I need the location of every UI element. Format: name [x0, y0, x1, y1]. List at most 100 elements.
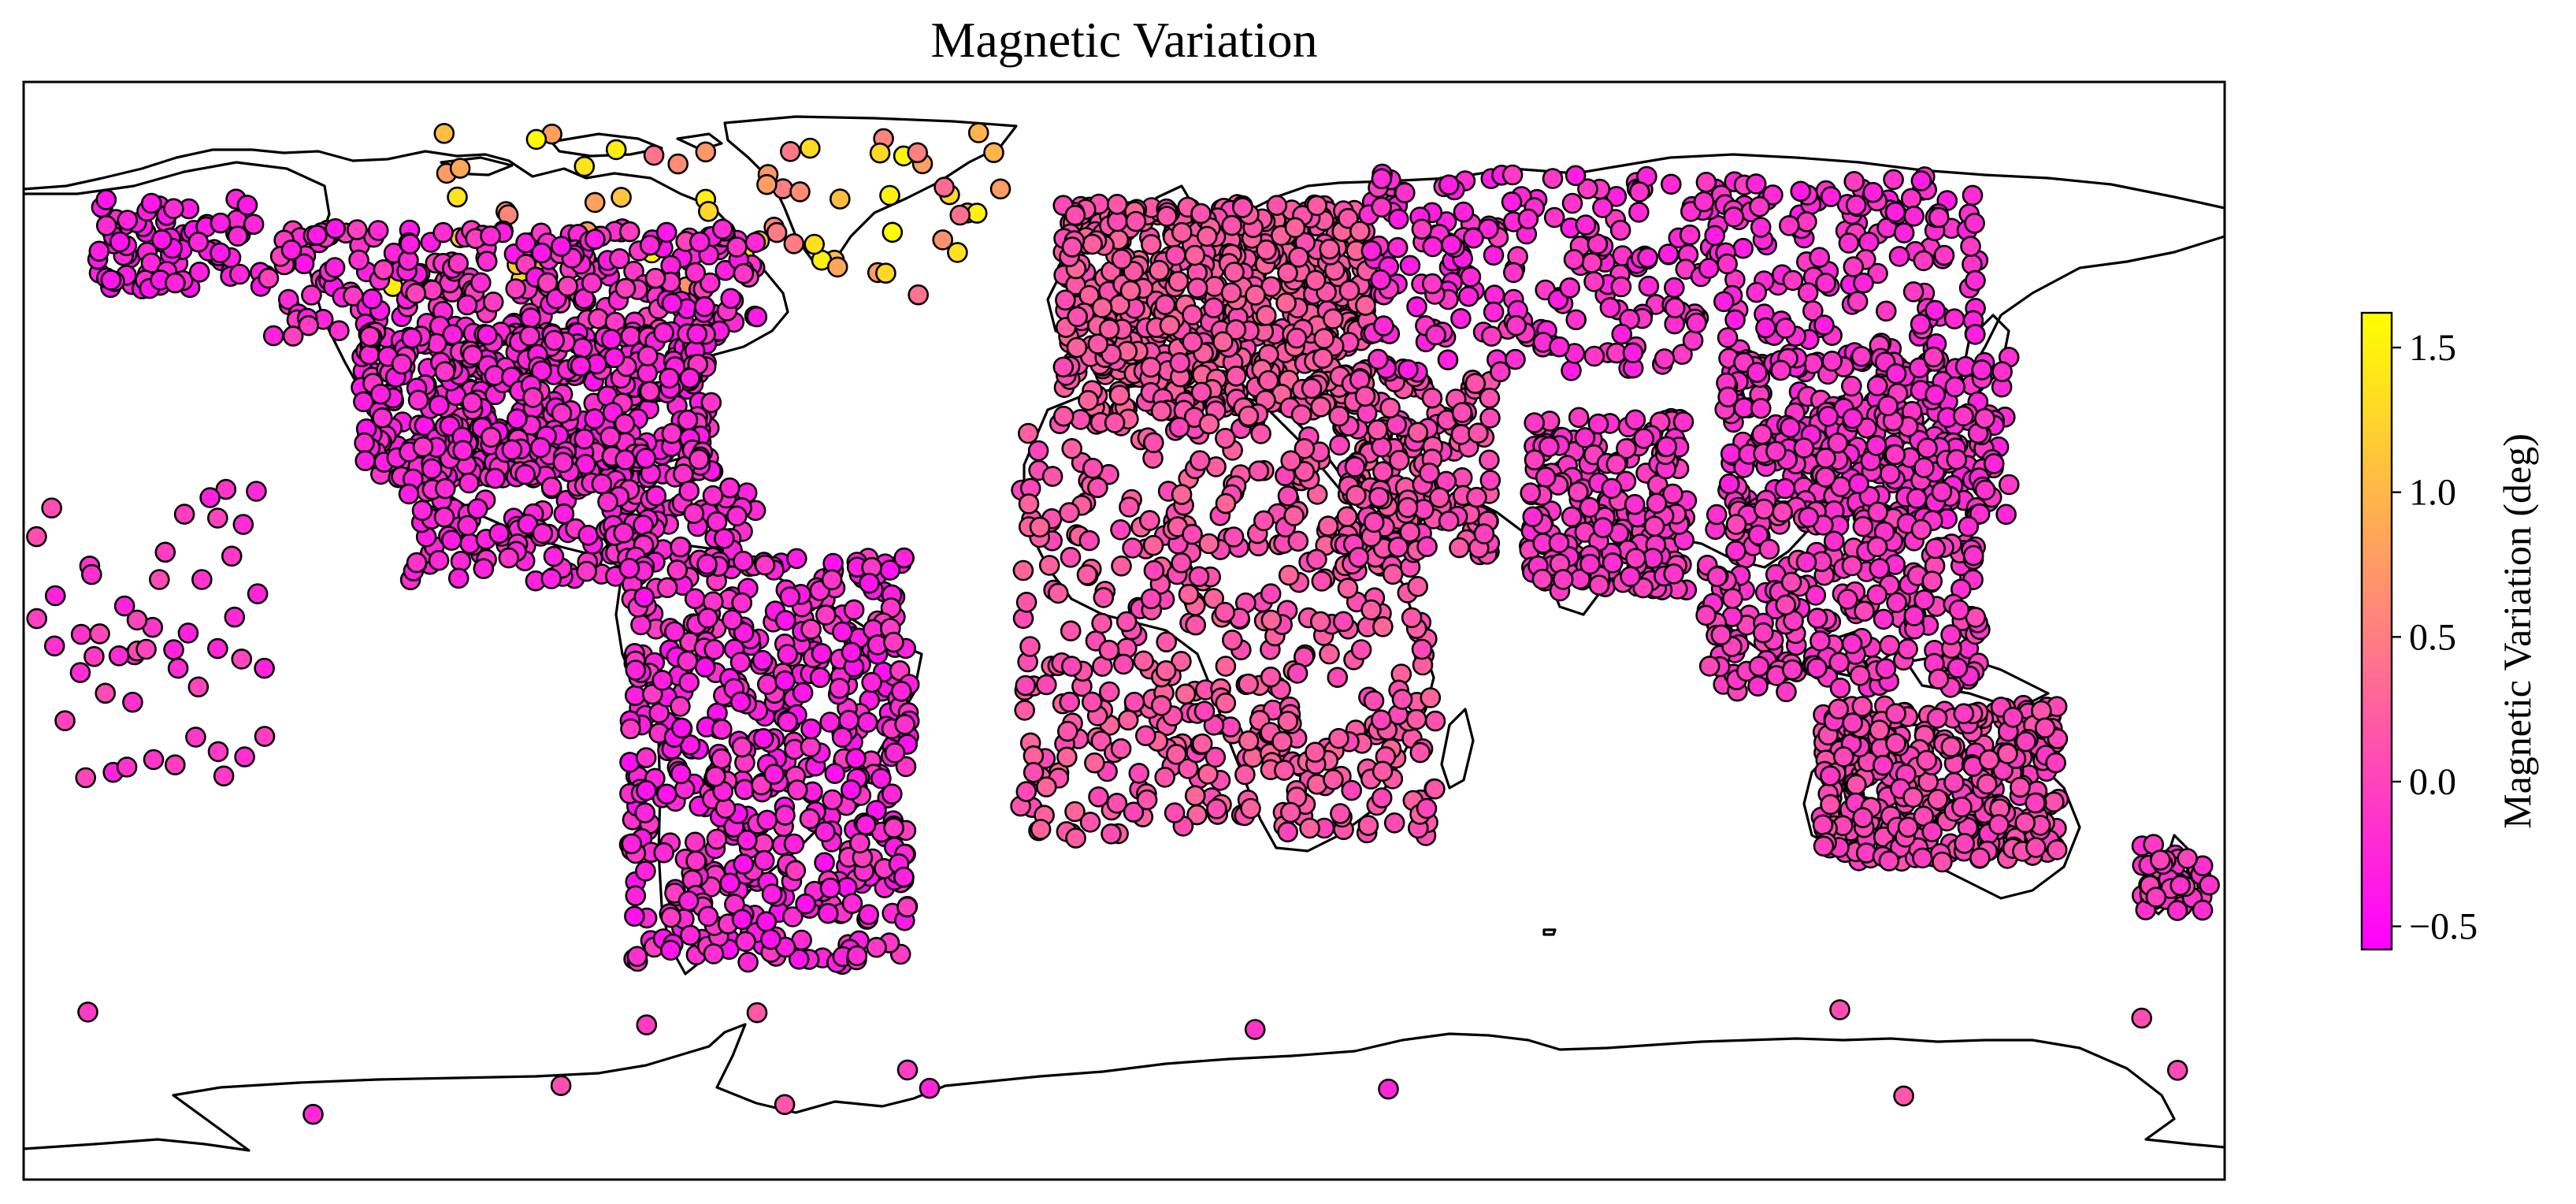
station-marker: [1070, 409, 1091, 430]
station-marker: [729, 652, 752, 673]
station-marker: [841, 641, 863, 663]
station-marker: [1372, 760, 1394, 782]
station-marker: [1119, 496, 1140, 518]
station-marker: [348, 249, 369, 271]
station-marker: [1478, 218, 1499, 240]
station-marker: [1522, 506, 1543, 528]
station-marker: [832, 621, 853, 643]
station-marker: [258, 267, 280, 289]
station-marker: [1139, 510, 1160, 531]
station-marker: [1260, 276, 1282, 298]
station-marker: [614, 413, 636, 435]
station-marker: [1565, 165, 1587, 187]
station-marker: [1460, 266, 1482, 288]
station-marker: [1438, 510, 1460, 532]
station-marker: [1066, 336, 1088, 359]
station-marker: [1575, 214, 1597, 236]
station-marker: [429, 395, 450, 416]
station-marker: [811, 642, 833, 664]
station-marker: [1154, 767, 1175, 788]
station-marker: [1184, 785, 1206, 807]
station-marker: [442, 324, 464, 345]
station-marker: [224, 606, 246, 628]
station-marker: [1349, 221, 1371, 242]
station-marker: [1867, 501, 1888, 523]
station-marker: [1971, 359, 1992, 381]
station-marker: [636, 1014, 658, 1035]
station-marker: [1616, 437, 1637, 459]
station-marker: [122, 691, 143, 713]
station-marker: [1817, 406, 1839, 427]
station-marker: [117, 210, 139, 231]
station-marker: [1234, 764, 1256, 786]
station-marker: [1186, 277, 1208, 299]
station-marker: [1156, 631, 1177, 653]
station-marker: [779, 141, 801, 162]
station-marker: [1169, 351, 1191, 373]
station-marker: [777, 644, 799, 665]
station-marker: [1150, 695, 1172, 716]
station-marker: [354, 450, 377, 472]
station-marker: [1029, 516, 1051, 538]
station-marker: [75, 767, 96, 789]
station-marker: [577, 524, 599, 546]
station-marker: [1397, 359, 1419, 381]
station-marker: [1110, 518, 1131, 541]
station-marker: [576, 560, 598, 582]
station-marker: [401, 327, 423, 349]
station-marker: [1974, 407, 1995, 429]
station-marker: [625, 660, 647, 681]
station-marker: [498, 547, 520, 569]
station-marker: [1424, 710, 1446, 732]
station-marker: [800, 736, 822, 758]
station-marker: [1257, 370, 1279, 392]
station-marker: [246, 481, 267, 502]
station-marker: [1078, 389, 1099, 411]
station-marker: [1698, 656, 1720, 677]
station-marker: [1167, 270, 1190, 292]
station-marker: [1248, 460, 1270, 482]
station-marker: [1897, 816, 1919, 838]
station-marker: [1802, 300, 1824, 321]
station-marker: [754, 554, 776, 576]
station-marker: [1338, 207, 1359, 229]
station-marker: [1579, 496, 1601, 518]
station-marker: [1876, 300, 1897, 322]
station-marker: [1382, 563, 1404, 585]
station-marker: [540, 568, 562, 589]
station-marker: [1244, 1019, 1266, 1040]
station-marker: [1166, 743, 1187, 765]
station-marker: [1059, 691, 1081, 713]
station-marker: [1306, 548, 1327, 570]
station-marker: [882, 221, 904, 243]
station-marker: [1531, 568, 1553, 590]
station-marker: [656, 577, 678, 599]
station-marker: [1143, 432, 1164, 454]
station-marker: [1355, 295, 1376, 316]
station-marker: [1865, 435, 1887, 456]
station-marker: [1348, 546, 1369, 568]
station-marker: [411, 500, 433, 522]
station-marker: [634, 802, 656, 823]
station-marker: [700, 392, 722, 414]
station-marker: [1466, 486, 1487, 508]
station-marker: [1277, 262, 1298, 284]
station-marker: [1036, 776, 1057, 798]
station-marker: [1501, 191, 1523, 213]
station-marker: [667, 153, 689, 175]
station-marker: [1203, 297, 1224, 319]
station-marker: [737, 829, 758, 851]
station-marker: [359, 325, 380, 347]
station-marker: [1018, 493, 1040, 515]
station-marker: [1271, 730, 1293, 752]
station-marker: [43, 635, 65, 657]
station-marker: [1916, 749, 1938, 771]
station-marker: [447, 252, 470, 274]
station-marker: [1190, 203, 1212, 225]
station-marker: [1782, 269, 1804, 292]
station-marker: [1286, 327, 1308, 349]
station-marker: [1542, 168, 1564, 189]
station-marker: [514, 463, 536, 485]
station-marker: [1015, 674, 1037, 697]
station-marker: [531, 360, 552, 382]
